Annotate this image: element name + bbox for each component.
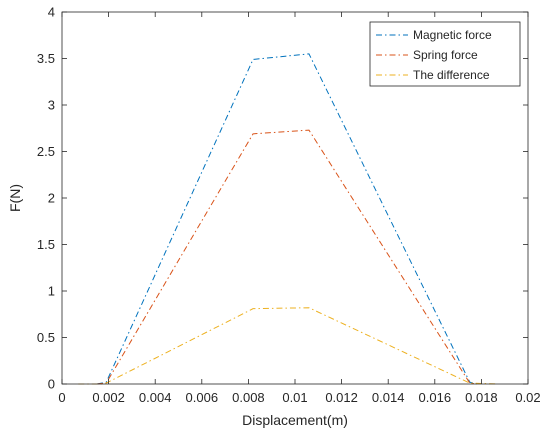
y-axis-label: F(N) xyxy=(7,184,23,212)
legend-label-3: The difference xyxy=(413,68,490,82)
series-line-1 xyxy=(96,53,477,385)
legend: Magnetic force Spring force The difference xyxy=(369,21,521,87)
legend-label-2: Spring force xyxy=(413,48,478,62)
x-tick-label: 0.018 xyxy=(465,390,498,405)
y-tick-label: 2 xyxy=(48,191,55,206)
y-tick-label: 3 xyxy=(48,98,55,113)
x-tick-label: 0.02 xyxy=(515,390,540,405)
y-tick-label: 1 xyxy=(48,284,55,299)
x-tick-label: 0.012 xyxy=(325,390,358,405)
axes-layer: 0 0.002 0.004 0.006 0.008 0.01 0.012 0.014 0.016… xyxy=(37,5,541,406)
y-tick-label: 1.5 xyxy=(37,237,55,252)
x-tick-label: 0.008 xyxy=(232,390,265,405)
x-tick-label: 0.016 xyxy=(419,390,452,405)
y-tick-label: 4 xyxy=(48,5,55,20)
series-line-2 xyxy=(96,129,477,385)
x-tick-label: 0.002 xyxy=(92,390,125,405)
legend-label-1: Magnetic force xyxy=(413,28,492,42)
x-axis-label: Displacement(m) xyxy=(242,412,348,428)
y-tick-label: 3.5 xyxy=(37,51,55,66)
y-tick-label: 0.5 xyxy=(37,330,55,345)
x-tick-label: 0.004 xyxy=(139,390,172,405)
y-tick-label: 2.5 xyxy=(37,144,55,159)
y-tick-label: 0 xyxy=(48,377,55,392)
x-tick-label: 0.01 xyxy=(282,390,307,405)
x-tick-label: 0 xyxy=(58,390,65,405)
x-tick-label: 0.014 xyxy=(372,390,405,405)
x-tick-label: 0.006 xyxy=(186,390,219,405)
